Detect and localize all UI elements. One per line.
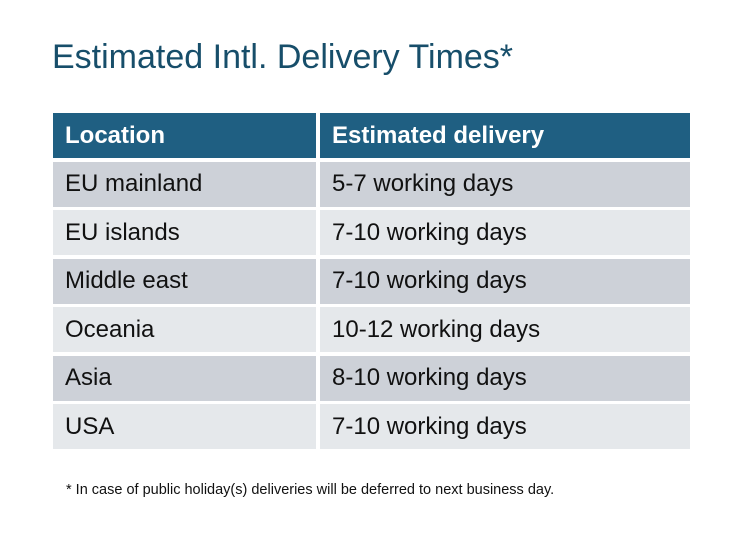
- delivery-cell: 8-10 working days: [320, 355, 690, 401]
- header-estimated-delivery: Estimated delivery: [320, 113, 690, 158]
- delivery-cell: 5-7 working days: [320, 161, 690, 207]
- location-cell: Middle east: [53, 258, 316, 304]
- page-title: Estimated Intl. Delivery Times*: [52, 38, 514, 76]
- table-row: Asia 8-10 working days: [53, 355, 690, 401]
- table-row: USA 7-10 working days: [53, 404, 690, 449]
- delivery-cell: 7-10 working days: [320, 210, 690, 255]
- location-cell: Oceania: [53, 307, 316, 352]
- footnote: * In case of public holiday(s) deliverie…: [66, 482, 555, 498]
- location-cell: EU mainland: [53, 161, 316, 207]
- delivery-cell: 7-10 working days: [320, 258, 690, 304]
- location-cell: Asia: [53, 355, 316, 401]
- table-row: Oceania 10-12 working days: [53, 307, 690, 352]
- location-cell: USA: [53, 404, 316, 449]
- table-row: Middle east 7-10 working days: [53, 258, 690, 304]
- table-row: EU mainland 5-7 working days: [53, 161, 690, 207]
- header-location: Location: [53, 113, 316, 158]
- delivery-times-table: Location Estimated delivery EU mainland …: [53, 113, 690, 453]
- delivery-cell: 7-10 working days: [320, 404, 690, 449]
- delivery-cell: 10-12 working days: [320, 307, 690, 352]
- location-cell: EU islands: [53, 210, 316, 255]
- table-header-row: Location Estimated delivery: [53, 113, 690, 158]
- table-row: EU islands 7-10 working days: [53, 210, 690, 255]
